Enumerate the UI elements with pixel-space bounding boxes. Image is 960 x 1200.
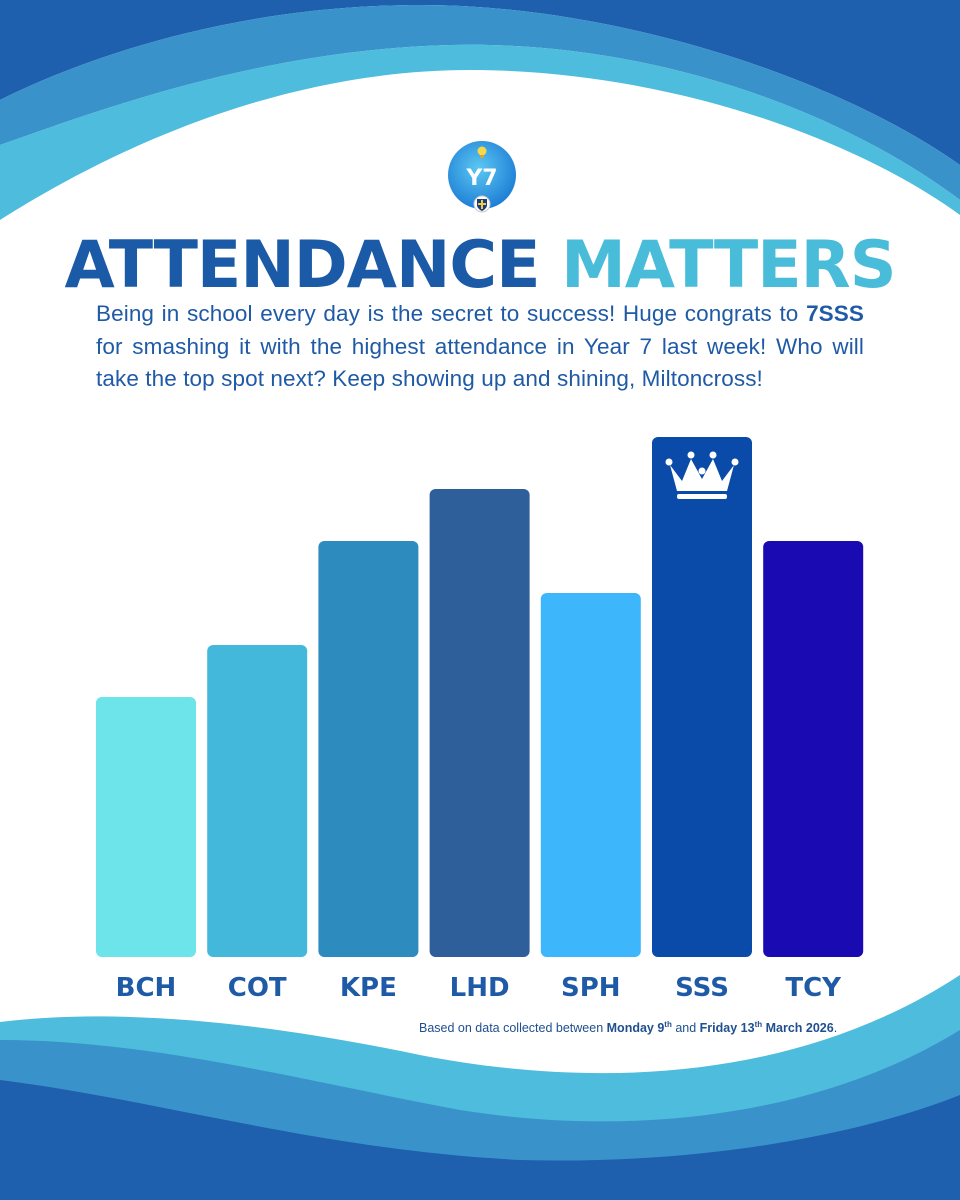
footnote-date-end: Friday 13th March 2026 <box>699 1020 834 1036</box>
bar-bch <box>96 697 196 957</box>
top-wave-dark <box>0 0 960 165</box>
intro-text-1: Being in school every day is the secret … <box>96 301 807 326</box>
top-wave-mid <box>0 5 960 200</box>
bar-kpe <box>318 541 419 957</box>
footnote-date1-sup: th <box>664 1020 672 1029</box>
badge-label: Y7 <box>465 166 497 191</box>
intro-highlight: 7SSS <box>806 301 864 326</box>
lightbulb-icon <box>477 146 487 156</box>
top-wave-light <box>0 44 960 220</box>
bar-sph <box>540 593 641 957</box>
bar-label-sss: SSS <box>675 973 729 1003</box>
title-word-attendance: ATTENDANCE <box>64 228 540 303</box>
footnote-date1: Monday 9 <box>606 1021 665 1036</box>
intro-text-2: for smashing it with the highest attenda… <box>96 333 864 392</box>
bar-label-tcy: TCY <box>785 973 842 1003</box>
bar-label-kpe: KPE <box>340 973 397 1003</box>
title-word-matters: MATTERS <box>561 228 896 303</box>
attendance-bar-chart: BCH COT KPE LHD SPH SSS TCY <box>96 437 864 1003</box>
bottom-wave-dark <box>0 1080 960 1200</box>
bar-cot <box>207 645 308 957</box>
bar-sss <box>652 437 752 957</box>
footnote-date2-sup: th <box>754 1020 763 1029</box>
intro-paragraph: Being in school every day is the secret … <box>96 298 864 396</box>
bar-tcy <box>763 541 864 957</box>
footnote-prefix: Based on data collected between <box>419 1021 607 1036</box>
footnote-date-start: Monday 9th <box>606 1020 672 1036</box>
footnote-mid: and <box>671 1021 700 1036</box>
bar-lhd <box>429 489 530 957</box>
crown-icon <box>665 451 739 499</box>
bar-label-sph: SPH <box>561 973 621 1003</box>
bar-label-cot: COT <box>228 973 287 1003</box>
footnote-date2-end: March 2026 <box>765 1021 834 1036</box>
footnote-date2: Friday 13 <box>699 1021 755 1036</box>
footnote-end: . <box>833 1021 838 1036</box>
data-footnote: Based on data collected between Monday 9… <box>419 1016 864 1037</box>
bar-label-lhd: LHD <box>450 973 510 1003</box>
page-title: ATTENDANCE MATTERS <box>0 226 960 306</box>
bar-label-bch: BCH <box>116 973 177 1003</box>
year7-badge: Y7 <box>448 141 516 213</box>
school-crest-icon <box>473 195 491 213</box>
